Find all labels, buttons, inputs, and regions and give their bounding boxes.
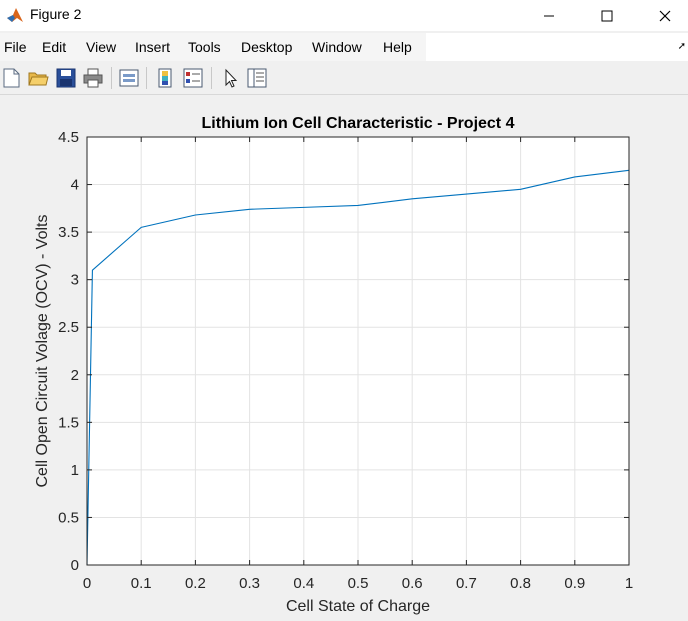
y-tick-label: 0.5 [58,509,79,526]
close-icon [659,10,671,22]
chart-title: Lithium Ion Cell Characteristic - Projec… [202,115,515,132]
dock-figure-icon[interactable]: ➚ [678,41,686,52]
y-axis-label: Cell Open Circuit Volage (OCV) - Volts [34,215,51,488]
y-tick-label: 3 [71,272,79,289]
x-tick-label: 0.7 [456,575,477,592]
menu-edit[interactable]: Edit [42,39,66,55]
x-axis-label: Cell State of Charge [286,598,430,615]
y-tick-label: 2.5 [58,319,79,336]
matlab-logo-icon [6,6,24,24]
menu-tools[interactable]: Tools [188,39,221,55]
x-tick-label: 0.2 [185,575,206,592]
y-tick-label: 4.5 [58,129,79,146]
menu-help[interactable]: Help [383,39,412,55]
toolbar-separator [211,67,212,89]
window-title: Figure 2 [30,6,81,22]
menu-window[interactable]: Window [312,39,362,55]
menu-bar-filler [426,33,688,61]
maximize-button[interactable] [584,0,630,31]
figure-toolbar [0,62,688,95]
new-figure-icon[interactable] [0,67,22,89]
y-tick-label: 0 [71,557,79,574]
title-bar: Figure 2 [0,0,688,31]
figure-canvas: 0 0.1 0.2 0.3 0.4 0.5 0.6 0.7 0.8 0.9 1 0 0.5 1 1.5 2 2… [0,95,688,616]
maximize-icon [601,10,613,22]
menu-insert[interactable]: Insert [135,39,170,55]
x-tick-label: 0.4 [293,575,314,592]
open-file-icon[interactable] [27,67,49,89]
x-tick-label: 0.8 [510,575,531,592]
print-icon[interactable] [82,67,104,89]
y-tick-label: 4 [71,177,79,194]
menu-file[interactable]: File [4,39,27,55]
x-tick-labels: 0 0.1 0.2 0.3 0.4 0.5 0.6 0.7 0.8 0.9 1 [83,575,633,592]
save-icon[interactable] [55,67,77,89]
minimize-icon [543,10,555,22]
legend-icon[interactable] [182,67,204,89]
menu-bar: File Edit View Insert Tools Desktop Wind… [0,33,688,61]
x-tick-label: 1 [625,575,633,592]
close-button[interactable] [642,0,688,31]
x-tick-label: 0.3 [239,575,260,592]
y-tick-label: 1 [71,462,79,479]
x-tick-label: 0.5 [348,575,369,592]
toolbar-separator [111,67,112,89]
x-tick-label: 0.1 [131,575,152,592]
x-tick-label: 0.9 [564,575,585,592]
y-tick-label: 3.5 [58,224,79,241]
x-tick-label: 0 [83,575,91,592]
colorbar-icon[interactable] [154,67,176,89]
link-plot-icon[interactable] [118,67,140,89]
y-tick-label: 1.5 [58,414,79,431]
x-tick-label: 0.6 [402,575,423,592]
property-inspector-icon[interactable] [246,67,268,89]
menu-desktop[interactable]: Desktop [241,39,292,55]
edit-plot-arrow-icon[interactable] [220,67,242,89]
y-tick-labels: 0 0.5 1 1.5 2 2.5 3 3.5 4 4.5 [58,129,79,574]
menu-view[interactable]: View [86,39,116,55]
minimize-button[interactable] [526,0,572,31]
y-tick-label: 2 [71,367,79,384]
toolbar-separator [146,67,147,89]
ocv-chart: 0 0.1 0.2 0.3 0.4 0.5 0.6 0.7 0.8 0.9 1 0 0.5 1 1.5 2 2… [0,95,688,616]
